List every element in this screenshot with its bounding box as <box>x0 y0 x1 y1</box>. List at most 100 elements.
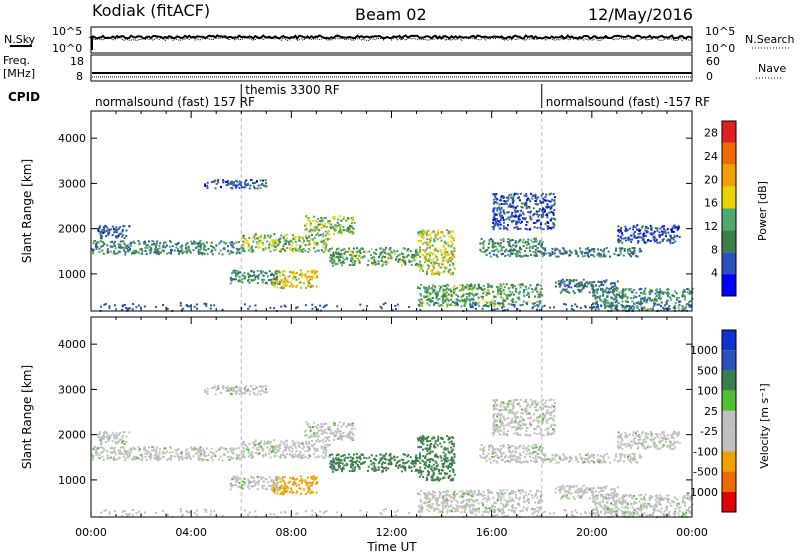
echo-cell <box>368 251 370 253</box>
echo-cell <box>128 225 130 227</box>
echo-cell <box>168 458 170 460</box>
echo-cell <box>332 432 334 434</box>
echo-cell <box>264 235 266 237</box>
echo-cell <box>344 454 346 456</box>
echo-cell <box>264 185 266 187</box>
echo-cell <box>124 449 126 451</box>
echo-cell <box>250 275 252 277</box>
echo-cell <box>217 180 219 182</box>
echo-cell <box>211 181 213 183</box>
y-tick-label: 2000 <box>58 223 86 236</box>
echo-cell <box>338 224 340 226</box>
echo-cell <box>292 478 294 480</box>
echo-cell <box>613 294 615 296</box>
echo-cell <box>417 470 419 472</box>
echo-cell <box>542 202 544 204</box>
echo-cell <box>436 462 438 464</box>
echo-cell <box>335 457 337 459</box>
echo-cell <box>431 264 433 266</box>
echo-cell <box>349 470 351 472</box>
echo-cell <box>343 435 345 437</box>
echo-cell <box>125 441 127 443</box>
echo-cell <box>651 300 653 302</box>
echo-cell <box>308 447 310 449</box>
echo-cell <box>602 284 604 286</box>
echo-cell <box>467 287 469 289</box>
echo-cell <box>433 240 435 242</box>
echo-cell <box>569 250 571 252</box>
echo-cell <box>529 229 531 231</box>
echo-cell <box>351 252 353 254</box>
echo-cell <box>298 251 300 253</box>
echo-cell <box>337 219 339 221</box>
echo-cell <box>529 212 531 214</box>
echo-cell <box>356 251 358 253</box>
echo-cell <box>185 450 187 452</box>
echo-cell <box>350 250 352 252</box>
echo-cell <box>290 454 292 456</box>
echo-cell <box>99 251 101 253</box>
echo-cell <box>423 438 425 440</box>
echo-cell <box>323 251 325 253</box>
echo-cell <box>625 288 627 290</box>
echo-cell <box>613 288 615 290</box>
echo-cell <box>329 248 331 250</box>
echo-cell <box>600 253 602 255</box>
echo-cell <box>119 233 121 235</box>
echo-cell <box>427 234 429 236</box>
echo-cell <box>519 247 521 249</box>
echo-cell <box>420 304 422 306</box>
echo-cell <box>170 459 172 461</box>
echo-cell <box>281 273 283 275</box>
echo-cell <box>325 444 327 446</box>
echo-cell <box>242 282 244 284</box>
echo-cell <box>175 452 177 454</box>
echo-cell <box>122 435 124 437</box>
echo-cell <box>445 473 447 475</box>
echo-cell <box>667 295 669 297</box>
echo-cell <box>422 455 424 457</box>
echo-cell <box>113 456 115 458</box>
echo-cell <box>235 187 237 189</box>
echo-cell <box>485 250 487 252</box>
echo-cell <box>280 454 282 456</box>
echo-cell <box>442 305 444 307</box>
echo-cell <box>389 455 391 457</box>
echo-cell <box>451 234 453 236</box>
echo-cell <box>673 235 675 237</box>
echo-cell <box>510 294 512 296</box>
echo-cell <box>602 294 604 296</box>
echo-cell <box>170 250 172 252</box>
echo-cell <box>378 263 380 265</box>
echo-cell <box>552 248 554 250</box>
echo-cell <box>93 240 95 242</box>
echo-cell <box>402 259 404 261</box>
echo-cell <box>532 251 534 253</box>
echo-cell <box>650 240 652 242</box>
echo-cell <box>446 255 448 257</box>
echo-cell <box>288 276 290 278</box>
echo-cell <box>446 306 448 308</box>
echo-cell <box>140 459 142 461</box>
echo-cell <box>242 454 244 456</box>
echo-cell <box>323 240 325 242</box>
echo-cell <box>245 386 247 388</box>
echo-cell <box>124 460 126 462</box>
echo-cell <box>140 253 142 255</box>
echo-cell <box>469 300 471 302</box>
echo-cell <box>446 461 448 463</box>
echo-cell <box>443 296 445 298</box>
echo-cell <box>345 435 347 437</box>
echo-cell <box>125 235 127 237</box>
echo-cell <box>270 441 272 443</box>
echo-cell <box>503 246 505 248</box>
echo-cell <box>661 225 663 227</box>
echo-cell <box>423 232 425 234</box>
echo-cell <box>516 250 518 252</box>
echo-cell <box>536 211 538 213</box>
echo-cell <box>517 205 519 207</box>
echo-cell <box>100 446 102 448</box>
echo-cell <box>93 446 95 448</box>
echo-cell <box>441 437 443 439</box>
